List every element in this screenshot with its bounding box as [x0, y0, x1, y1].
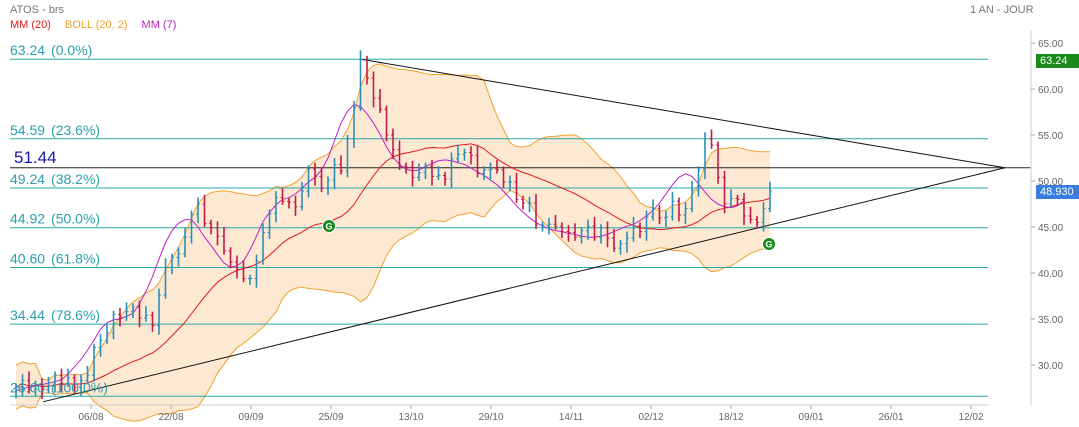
- x-tick-label: 12/02: [958, 412, 983, 423]
- bollinger-upper: [15, 63, 771, 381]
- legend-mm20: MM (20): [10, 19, 51, 31]
- fib-label: 54.59 (23.6%): [10, 122, 100, 138]
- y-tick-label: 30.00: [1038, 361, 1063, 372]
- bollinger-lower: [15, 189, 771, 422]
- fib-label: 26.60 (100.0%): [10, 379, 108, 395]
- trend-line-upper: [360, 58, 1006, 169]
- y-tick-label: 60.00: [1038, 85, 1063, 96]
- legend: MM (20) BOLL (20, 2) MM (7): [10, 19, 176, 31]
- x-tick-label: 18/12: [718, 412, 743, 423]
- signal-g-label: G: [765, 240, 772, 250]
- y-tick-label: 45.00: [1038, 223, 1063, 234]
- x-tick-label: 29/10: [478, 412, 503, 423]
- trend-line-lower: [42, 167, 1006, 403]
- x-tick-label: 22/08: [158, 412, 183, 423]
- y-tick-label: 35.00: [1038, 315, 1063, 326]
- signal-g-label: G: [325, 222, 332, 232]
- x-tick-label: 26/01: [878, 412, 903, 423]
- fib-label: 49.24 (38.2%): [10, 171, 100, 187]
- signal-g-icon: [762, 237, 776, 251]
- fib-value: 63.24: [10, 42, 45, 58]
- x-tick-label: 14/11: [559, 412, 584, 423]
- x-tick-label: 09/01: [798, 412, 823, 423]
- x-tick-label: 25/09: [318, 412, 343, 423]
- mm7-line: [15, 104, 745, 392]
- fib-label: 63.24 (0.0%): [10, 42, 92, 58]
- fib-value: 54.59: [10, 122, 45, 138]
- fib-value: 34.44: [10, 307, 45, 323]
- last-price-badge: 48.930: [1036, 185, 1079, 199]
- fib-pct: (78.6%): [51, 307, 100, 323]
- chart-period[interactable]: 1 AN - JOUR: [970, 4, 1034, 16]
- x-tick-label: 06/08: [78, 412, 103, 423]
- x-tick-label: 09/09: [238, 412, 263, 423]
- fib-pct: (23.6%): [51, 122, 100, 138]
- fib-pct: (38.2%): [51, 171, 100, 187]
- legend-mm7: MM (7): [141, 19, 177, 31]
- fib-top-badge: 63.24: [1036, 54, 1079, 68]
- fib-value: 49.24: [10, 171, 45, 187]
- chart-symbol: ATOS - brs: [10, 4, 64, 16]
- y-tick-label: 65.00: [1038, 39, 1063, 50]
- fib-value: 40.60: [10, 250, 45, 266]
- y-tick-label: 40.00: [1038, 269, 1063, 280]
- fib-label: 34.44 (78.6%): [10, 307, 100, 323]
- fib-pct: (61.8%): [51, 250, 100, 266]
- x-tick-label: 13/10: [398, 412, 423, 423]
- fib-label: 44.92 (50.0%): [10, 211, 100, 227]
- fib-value: 44.92: [10, 211, 45, 227]
- signal-g-icon: [322, 219, 336, 233]
- fib-pct: (100.0%): [51, 379, 108, 395]
- legend-boll: BOLL (20, 2): [64, 19, 128, 31]
- fib-pct: (50.0%): [51, 211, 100, 227]
- fib-label: 40.60 (61.8%): [10, 250, 100, 266]
- y-tick-label: 55.00: [1038, 131, 1063, 142]
- marker-label: 51.44: [14, 148, 57, 167]
- bollinger-band: [16, 63, 770, 422]
- fib-pct: (0.0%): [51, 42, 92, 58]
- fib-value: 26.60: [10, 379, 45, 395]
- y-tick-label: 50.00: [1038, 177, 1063, 188]
- x-tick-label: 02/12: [638, 412, 663, 423]
